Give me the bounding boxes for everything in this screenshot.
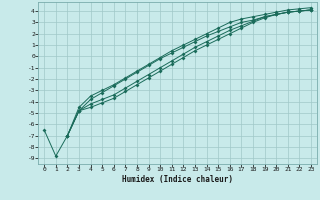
X-axis label: Humidex (Indice chaleur): Humidex (Indice chaleur): [122, 175, 233, 184]
